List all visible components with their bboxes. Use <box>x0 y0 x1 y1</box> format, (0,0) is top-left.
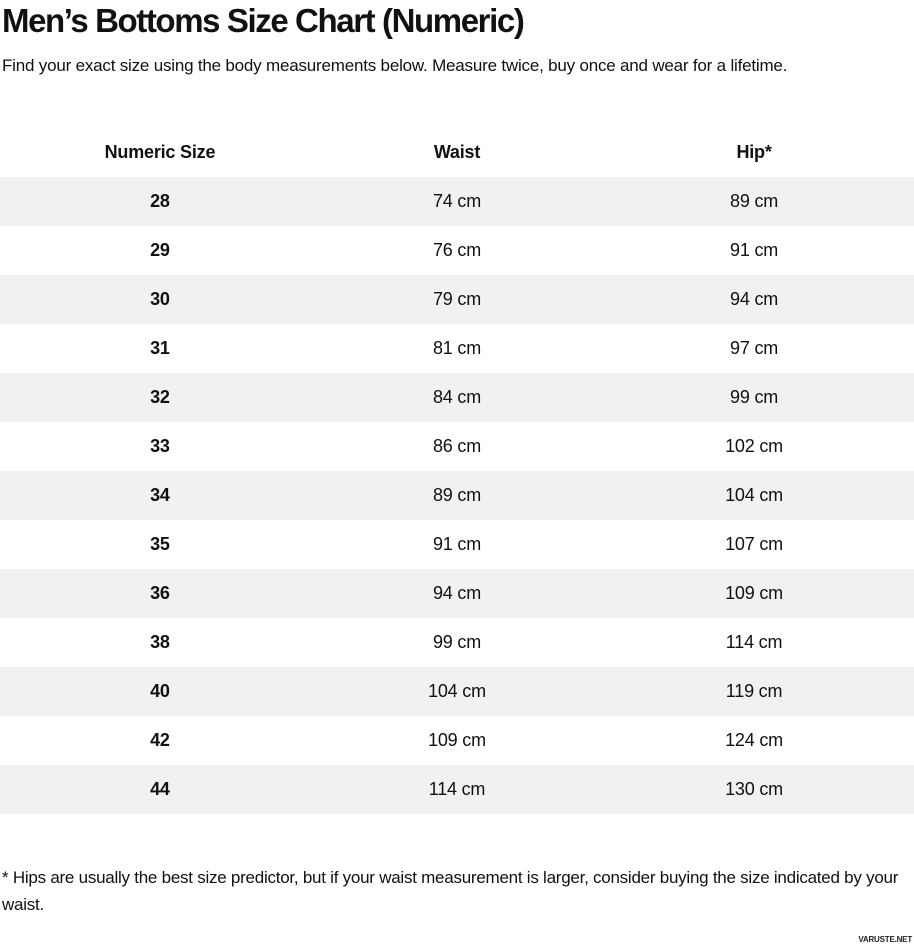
hip-cell: 119 cm <box>725 681 783 701</box>
table-row: 29 76 cm 91 cm <box>0 226 914 275</box>
hip-cell: 94 cm <box>730 289 779 309</box>
table-row: 44 114 cm 130 cm <box>0 765 914 814</box>
page-subtitle: Find your exact size using the body meas… <box>2 56 788 75</box>
table-row: 33 86 cm 102 cm <box>0 422 914 471</box>
numeric-size-cell: 35 <box>150 534 170 554</box>
hip-cell: 99 cm <box>730 387 779 407</box>
waist-cell: 74 cm <box>432 191 481 211</box>
table-row: 28 74 cm 89 cm <box>0 177 914 226</box>
numeric-size-cell: 31 <box>150 338 170 358</box>
numeric-size-cell: 42 <box>150 730 170 750</box>
numeric-size-cell: 32 <box>150 387 170 407</box>
hip-cell: 130 cm <box>725 779 783 799</box>
table-row: 40 104 cm 119 cm <box>0 667 914 716</box>
watermark: VARUSTE.NET <box>858 935 912 944</box>
waist-cell: 109 cm <box>428 730 486 750</box>
hip-cell: 104 cm <box>725 485 783 505</box>
waist-cell: 99 cm <box>432 632 481 652</box>
table-row: 30 79 cm 94 cm <box>0 275 914 324</box>
numeric-size-cell: 38 <box>150 632 170 652</box>
waist-cell: 89 cm <box>432 485 481 505</box>
hip-cell: 124 cm <box>725 730 783 750</box>
waist-cell: 79 cm <box>432 289 481 309</box>
numeric-size-cell: 34 <box>150 485 170 505</box>
numeric-size-cell: 30 <box>150 289 170 309</box>
table-row: 31 81 cm 97 cm <box>0 324 914 373</box>
table-header-row: Numeric Size Waist Hip* <box>0 128 914 177</box>
table-row: 34 89 cm 104 cm <box>0 471 914 520</box>
waist-cell: 84 cm <box>432 387 481 407</box>
footnote: * Hips are usually the best size predict… <box>2 868 899 914</box>
column-header-numeric-size: Numeric Size <box>0 128 320 177</box>
table-row: 36 94 cm 109 cm <box>0 569 914 618</box>
waist-cell: 114 cm <box>428 779 486 799</box>
numeric-size-cell: 44 <box>150 779 170 799</box>
hip-cell: 97 cm <box>730 338 779 358</box>
numeric-size-cell: 40 <box>150 681 170 701</box>
hip-cell: 107 cm <box>725 534 783 554</box>
column-header-hip: Hip* <box>594 128 914 177</box>
table-row: 35 91 cm 107 cm <box>0 520 914 569</box>
numeric-size-cell: 36 <box>150 583 170 603</box>
numeric-size-cell: 28 <box>150 191 170 211</box>
table-row: 42 109 cm 124 cm <box>0 716 914 765</box>
hip-cell: 91 cm <box>730 240 779 260</box>
numeric-size-cell: 29 <box>150 240 170 260</box>
waist-cell: 91 cm <box>432 534 481 554</box>
waist-cell: 86 cm <box>432 436 481 456</box>
hip-cell: 89 cm <box>730 191 779 211</box>
table-row: 38 99 cm 114 cm <box>0 618 914 667</box>
hip-cell: 114 cm <box>725 632 783 652</box>
waist-cell: 104 cm <box>428 681 486 701</box>
page-title: Men’s Bottoms Size Chart (Numeric) <box>2 2 525 39</box>
waist-cell: 94 cm <box>432 583 481 603</box>
column-header-waist: Waist <box>319 128 595 177</box>
waist-cell: 81 cm <box>432 338 481 358</box>
table-row: 32 84 cm 99 cm <box>0 373 914 422</box>
waist-cell: 76 cm <box>432 240 481 260</box>
numeric-size-cell: 33 <box>150 436 170 456</box>
hip-cell: 102 cm <box>725 436 783 456</box>
hip-cell: 109 cm <box>725 583 783 603</box>
size-chart-table: Numeric Size Waist Hip* 28 74 cm 89 cm 2… <box>0 128 914 814</box>
